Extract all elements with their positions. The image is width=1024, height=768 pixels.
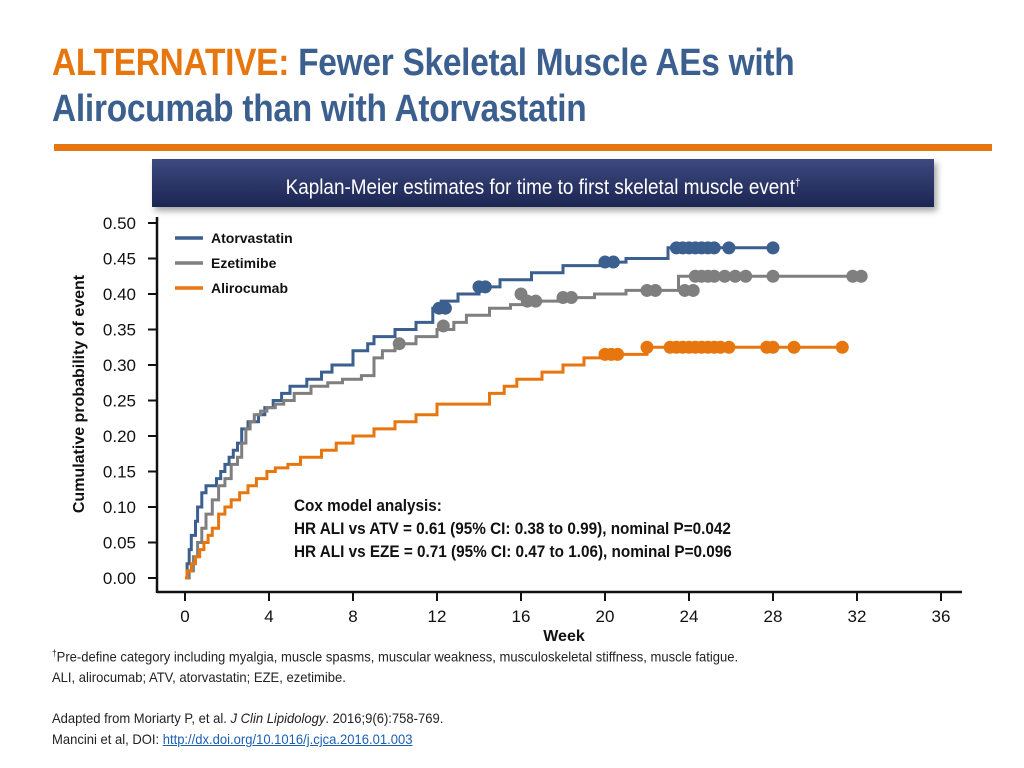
- censor-marker-atorvastatin: [722, 241, 736, 255]
- x-tick-label: 36: [932, 607, 951, 626]
- y-tick-label: 0.35: [103, 321, 136, 340]
- x-tick-label: 24: [680, 607, 699, 626]
- censor-marker-ezetimibe: [564, 291, 578, 305]
- reference-mancini: Mancini et al, DOI: http://dx.doi.org/10…: [52, 731, 412, 747]
- x-tick-label: 0: [180, 607, 189, 626]
- y-tick-label: 0.30: [103, 356, 136, 375]
- footnote-definition: †Pre-define category including myalgia, …: [52, 648, 738, 665]
- x-tick-label: 4: [264, 607, 273, 626]
- banner-footnote-mark: †: [794, 177, 801, 189]
- x-tick-label: 12: [428, 607, 447, 626]
- y-axis-title: Cumulative probability of event: [71, 274, 88, 513]
- censor-marker-alirocumab: [640, 340, 654, 354]
- reference-journal: J Clin Lipidology: [230, 710, 326, 726]
- y-tick-label: 0.50: [103, 214, 136, 233]
- x-tick-label: 28: [764, 607, 783, 626]
- annotation-line: HR ALI vs EZE = 0.71 (95% CI: 0.47 to 1.…: [294, 542, 732, 561]
- censor-marker-ezetimibe: [392, 337, 406, 351]
- reference-moriarty: Adapted from Moriarty P, et al. J Clin L…: [52, 710, 443, 726]
- doi-link[interactable]: http://dx.doi.org/10.1016/j.cjca.2016.01…: [162, 731, 413, 747]
- censor-marker-ezetimibe: [529, 294, 543, 308]
- y-tick-label: 0.40: [103, 285, 136, 304]
- series-line-ezetimibe: [185, 274, 864, 580]
- footnote-mark: †: [52, 648, 57, 658]
- series-line-alirocumab: [185, 345, 847, 580]
- x-axis-title: Week: [543, 628, 585, 645]
- y-tick-label: 0.10: [103, 498, 136, 517]
- censor-marker-ezetimibe: [648, 283, 662, 297]
- legend-label: Ezetimibe: [211, 255, 277, 271]
- reference-moriarty-prefix: Adapted from Moriarty P, et al.: [52, 710, 231, 726]
- annotation-line: Cox model analysis:: [294, 496, 442, 515]
- reference-mancini-prefix: Mancini et al, DOI:: [52, 731, 163, 747]
- slide-title: ALTERNATIVE: Fewer Skeletal Muscle AEs w…: [52, 40, 879, 132]
- title-prefix: ALTERNATIVE:: [52, 42, 290, 84]
- censor-marker-ezetimibe: [728, 269, 742, 283]
- y-tick-label: 0.45: [103, 250, 136, 269]
- x-tick-label: 16: [512, 607, 531, 626]
- censor-marker-ezetimibe: [686, 283, 700, 297]
- censor-marker-alirocumab: [611, 347, 625, 361]
- censor-marker-ezetimibe: [766, 269, 780, 283]
- chart-banner: Kaplan-Meier estimates for time to first…: [152, 159, 934, 207]
- censor-marker-alirocumab: [835, 340, 849, 354]
- censor-marker-atorvastatin: [766, 241, 780, 255]
- footnote-abbreviations: ALI, alirocumab; ATV, atorvastatin; EZE,…: [52, 669, 346, 685]
- x-tick-label: 32: [848, 607, 867, 626]
- x-tick-label: 8: [348, 607, 357, 626]
- y-tick-label: 0.20: [103, 427, 136, 446]
- banner-text: Kaplan-Meier estimates for time to first…: [286, 159, 801, 212]
- x-tick-label: 20: [596, 607, 615, 626]
- censor-marker-ezetimibe: [707, 269, 721, 283]
- y-tick-label: 0.00: [103, 569, 136, 588]
- title-divider: [54, 144, 992, 151]
- banner-label: Kaplan-Meier estimates for time to first…: [285, 176, 795, 199]
- y-tick-label: 0.15: [103, 463, 136, 482]
- censor-marker-ezetimibe: [436, 319, 450, 333]
- censor-marker-ezetimibe: [854, 269, 868, 283]
- y-tick-label: 0.05: [103, 534, 136, 553]
- censor-marker-atorvastatin: [707, 241, 721, 255]
- censor-marker-ezetimibe: [739, 269, 753, 283]
- censor-marker-atorvastatin: [478, 280, 492, 294]
- footnote-definition-text: Pre-define category including myalgia, m…: [56, 648, 739, 665]
- reference-moriarty-suffix: . 2016;9(6):758-769.: [325, 710, 444, 726]
- y-tick-label: 0.25: [103, 392, 136, 411]
- legend-label: Alirocumab: [211, 280, 288, 296]
- censor-marker-atorvastatin: [606, 255, 620, 269]
- title-text: Fewer Skeletal Muscle AEs with Alirocuma…: [52, 42, 795, 130]
- censor-marker-alirocumab: [722, 340, 736, 354]
- censor-marker-atorvastatin: [438, 301, 452, 315]
- censor-marker-alirocumab: [766, 340, 780, 354]
- legend-label: Atorvastatin: [211, 230, 293, 246]
- annotation-line: HR ALI vs ATV = 0.61 (95% CI: 0.38 to 0.…: [294, 519, 731, 538]
- censor-marker-ezetimibe: [718, 269, 732, 283]
- censor-marker-alirocumab: [787, 340, 801, 354]
